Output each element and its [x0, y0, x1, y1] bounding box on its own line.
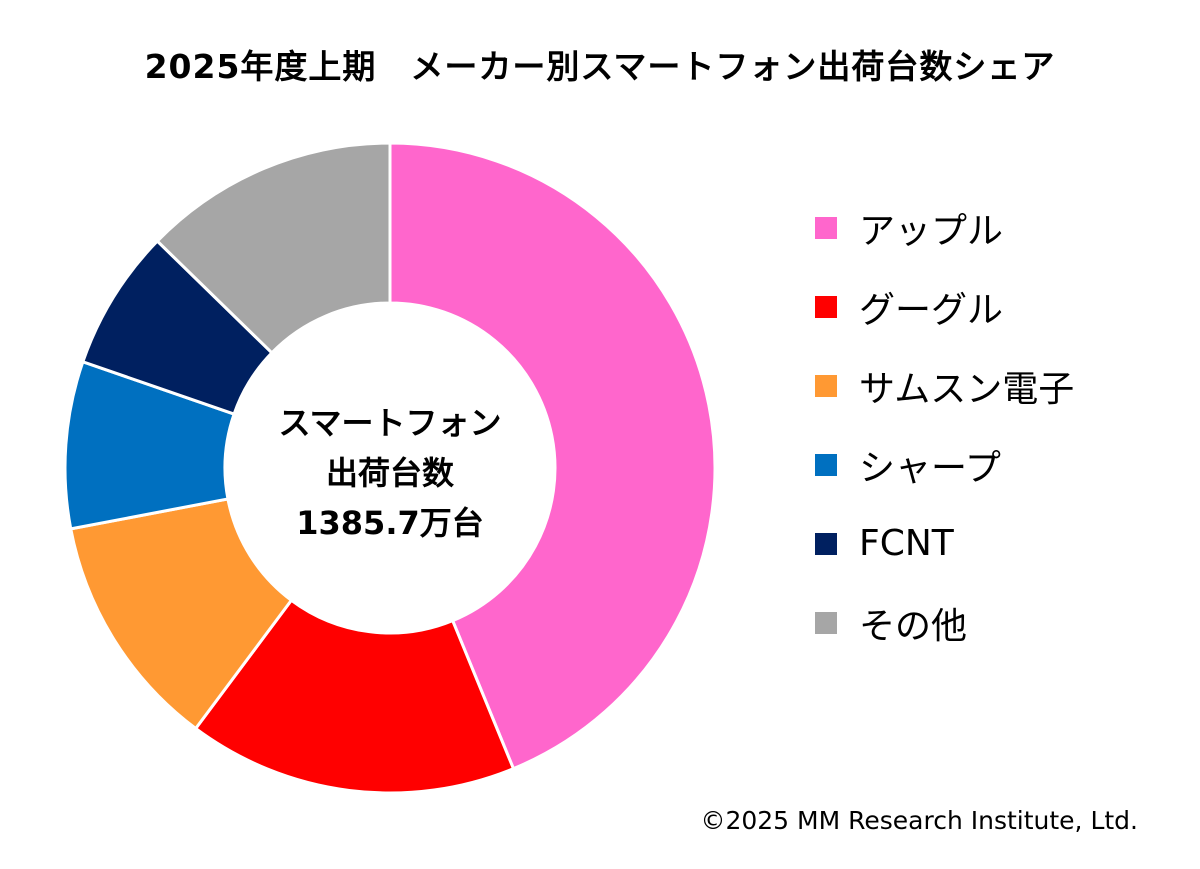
legend-swatch	[815, 295, 837, 318]
copyright: ©2025 MM Research Institute, Ltd.	[700, 806, 1138, 835]
legend-label: アップル	[859, 210, 1004, 252]
legend-swatch	[815, 216, 837, 239]
legend-label: グーグル	[859, 289, 1004, 331]
legend-item: その他	[815, 583, 1074, 662]
center-label-line-1: スマートフォン	[278, 404, 502, 442]
legend-label: FCNT	[859, 523, 954, 564]
slice-0	[388, 141, 717, 771]
legend-item: シャープ	[815, 425, 1074, 504]
legend-item: サムスン電子	[815, 346, 1074, 425]
legend-item: アップル	[815, 188, 1074, 267]
legend-item: FCNT	[815, 504, 1074, 583]
legend-label: サムスン電子	[859, 368, 1075, 410]
center-label-total: 1385.7万台	[296, 504, 484, 542]
legend-label: シャープ	[859, 447, 1001, 489]
chart-title: 2025年度上期 メーカー別スマートフォン出荷台数シェア	[144, 47, 1056, 86]
center-label-line-2: 出荷台数	[325, 454, 454, 492]
slice-1	[193, 598, 516, 795]
slice-5	[155, 141, 392, 355]
legend-item: グーグル	[815, 267, 1074, 346]
legend-swatch	[815, 532, 837, 555]
center-label: スマートフォン 出荷台数 1385.7万台	[240, 398, 540, 548]
legend-label: その他	[859, 605, 968, 647]
slice-2	[69, 497, 294, 731]
legend: アップルグーグルサムスン電子 シャープ FCNT その他	[815, 188, 1074, 662]
legend-swatch	[815, 374, 837, 397]
legend-swatch	[815, 611, 837, 634]
legend-swatch	[815, 453, 837, 476]
